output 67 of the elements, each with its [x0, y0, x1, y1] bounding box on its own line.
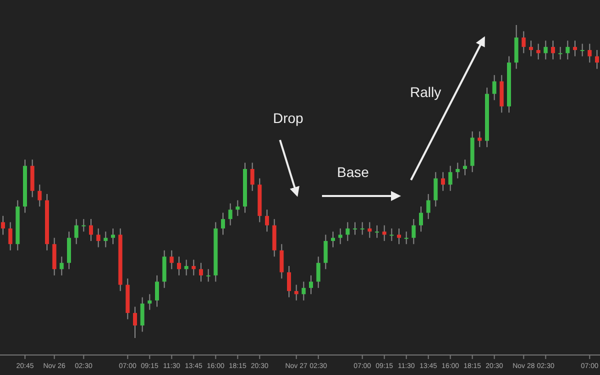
candlestick: [478, 130, 482, 148]
candlestick: [463, 159, 467, 176]
candlestick: [192, 259, 196, 276]
candlestick: [434, 172, 438, 208]
annotation: Rally: [410, 84, 442, 100]
candlestick: [588, 43, 592, 64]
candlestick: [221, 212, 225, 236]
candlestick: [536, 43, 540, 60]
candlestick: [280, 244, 284, 280]
candlestick: [573, 40, 577, 57]
annotation: Base: [337, 164, 370, 180]
candlestick: [265, 209, 269, 232]
candlestick: [111, 228, 115, 245]
candlestick: [551, 40, 555, 60]
candlestick: [38, 184, 42, 208]
candlestick: [170, 250, 174, 270]
candlestick: [177, 256, 181, 276]
candlestick: [375, 224, 379, 238]
candlestick: [294, 284, 298, 301]
candlestick: [309, 274, 313, 295]
candlestick: [544, 40, 548, 60]
candlestick: [382, 224, 386, 242]
candlestick: [368, 222, 372, 238]
candlestick: [397, 228, 401, 245]
candlestick: [89, 218, 93, 242]
candlestick: [404, 231, 408, 245]
candlestick: [316, 256, 320, 288]
candlestick: [82, 218, 86, 232]
candlestick: [580, 43, 584, 57]
candlestick: [529, 40, 533, 57]
candlestick: [74, 218, 78, 245]
candlestick: [595, 50, 599, 70]
candlestick: [492, 74, 496, 101]
candlestick: [346, 222, 350, 242]
candlestick: [331, 231, 335, 248]
candlestick: [426, 194, 430, 220]
candlestick: [353, 222, 357, 236]
candlestick: [522, 30, 526, 54]
candlestick: [250, 162, 254, 192]
annotation: Drop: [273, 110, 304, 126]
candlestick: [236, 200, 240, 216]
candlestick: [456, 162, 460, 179]
candlestick: [324, 234, 328, 270]
candlestick: [199, 262, 203, 282]
candlestick: [8, 222, 12, 251]
candlestick: [133, 306, 137, 338]
candlestick: [412, 218, 416, 245]
candlestick: [448, 165, 452, 192]
candlestick: [155, 274, 159, 308]
candlestick: [302, 281, 306, 301]
candlestick: [184, 259, 188, 276]
candlestick: [566, 40, 570, 60]
candlestick: [338, 228, 342, 245]
candlestick: [140, 296, 144, 332]
candlestick: [96, 228, 100, 248]
candlestick: [60, 256, 64, 276]
candlestick: [287, 266, 291, 298]
candlestick: [419, 206, 423, 232]
candlestick: [360, 222, 364, 236]
candlestick: [228, 202, 232, 226]
candlestick: [104, 231, 108, 248]
candlestick: [390, 228, 394, 242]
candlestick: [441, 172, 445, 192]
candlestick: [148, 294, 152, 310]
candlestick: [206, 268, 210, 282]
candlestick: [1, 215, 5, 236]
candlestick: [558, 46, 562, 60]
